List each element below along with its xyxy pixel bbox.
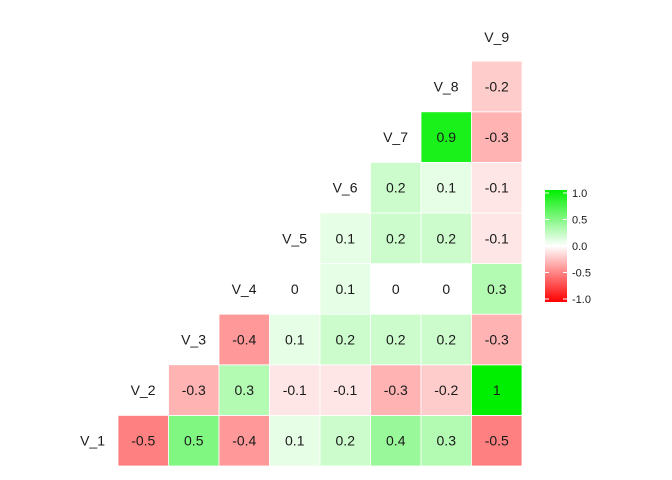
cell-value-label: -0.5 — [131, 433, 155, 449]
cell-value-label: 0.1 — [285, 332, 305, 348]
variable-labels: V_1 V_2 V_3 V_4 V_5 V_6 V_7 V_8 V_9 — [80, 29, 509, 449]
cell-value-label: 0.1 — [336, 230, 356, 246]
cell-value-label: 0.1 — [285, 433, 305, 449]
cell-value-label: -0.2 — [434, 382, 458, 398]
row-label-V_7: V_7 — [383, 129, 408, 145]
cell-value-label: -0.1 — [485, 180, 509, 196]
row-label-V_6: V_6 — [333, 180, 358, 196]
cell-V_1-V_9 — [471, 414, 523, 467]
cell-V_1-V_2 — [117, 414, 169, 467]
row-label-V_3: V_3 — [181, 332, 206, 348]
legend-tick-label: 0.0 — [572, 241, 587, 253]
cell-V_3-V_9 — [471, 313, 523, 366]
legend-ticks: 1.0 0.5 0.0 -0.5 -1.0 — [545, 188, 591, 306]
cell-V_4-V_5 — [269, 263, 321, 315]
legend-color-bar — [545, 190, 567, 302]
cell-value-label: 0.2 — [336, 433, 356, 449]
cell-V_1-V_7 — [370, 414, 422, 467]
cell-V_3-V_5 — [269, 313, 321, 366]
cell-V_1-V_5 — [269, 414, 321, 467]
color-legend: 1.0 0.5 0.0 -0.5 -1.0 — [545, 188, 591, 306]
row-label-V_9: V_9 — [484, 29, 509, 45]
cell-value-label: -0.4 — [232, 332, 256, 348]
legend-tick-label: 1.0 — [572, 188, 587, 200]
cell-V_3-V_6 — [319, 313, 371, 366]
cell-V_1-V_6 — [319, 414, 371, 467]
cell-value-label: 1 — [493, 382, 501, 398]
heatmap-cells: -0.5 0.5 -0.4 0.1 0.2 0.4 0.3 -0.5 -0.3 0.3 -0.1 -0… — [117, 60, 523, 467]
cell-V_2-V_9 — [471, 364, 523, 416]
cell-value-label: 0 — [291, 281, 299, 297]
cell-value-label: -0.3 — [384, 382, 408, 398]
cell-V_2-V_3 — [168, 364, 220, 416]
cell-value-label: 0.2 — [437, 230, 457, 246]
cell-value-label: 0.3 — [235, 382, 255, 398]
cell-value-label: 0.9 — [437, 129, 457, 145]
cell-V_5-V_7 — [370, 212, 422, 264]
cell-value-label: -0.1 — [333, 382, 357, 398]
cell-V_2-V_6 — [319, 364, 371, 416]
cell-value-label: -0.3 — [182, 382, 206, 398]
cell-V_6-V_7 — [370, 161, 422, 214]
cell-V_4-V_9 — [471, 263, 523, 315]
cell-V_5-V_8 — [420, 212, 472, 264]
cell-V_8-V_9 — [471, 60, 523, 113]
cell-V_2-V_4 — [218, 364, 270, 416]
cell-value-label: 0 — [392, 281, 400, 297]
cell-V_3-V_8 — [420, 313, 472, 366]
legend-tick-label: -1.0 — [572, 294, 591, 306]
cell-value-label: -0.1 — [485, 230, 509, 246]
cell-value-label: 0.3 — [437, 433, 457, 449]
cell-value-label: 0.2 — [386, 230, 406, 246]
row-label-V_2: V_2 — [131, 382, 156, 398]
cell-V_1-V_3 — [168, 414, 220, 467]
cell-value-label: 0.3 — [487, 281, 507, 297]
cell-V_3-V_4 — [218, 313, 270, 366]
legend-tick-label: 0.5 — [572, 215, 587, 227]
cell-value-label: 0.4 — [386, 433, 406, 449]
cell-value-label: 0.1 — [336, 281, 356, 297]
cell-value-label: 0.2 — [386, 180, 406, 196]
cell-value-label: -0.1 — [283, 382, 307, 398]
cell-value-label: -0.3 — [485, 332, 509, 348]
cell-V_5-V_6 — [319, 212, 371, 264]
cell-V_7-V_8 — [420, 111, 472, 163]
cell-value-label: 0 — [442, 281, 450, 297]
cell-value-label: 0.5 — [184, 433, 204, 449]
cell-value-label: 0.2 — [437, 332, 457, 348]
cell-value-label: -0.4 — [232, 433, 256, 449]
cell-value-label: -0.5 — [485, 433, 509, 449]
legend-tick-label: -0.5 — [572, 268, 591, 280]
row-label-V_5: V_5 — [282, 230, 307, 246]
row-label-V_4: V_4 — [232, 281, 257, 297]
cell-V_5-V_9 — [471, 212, 523, 264]
cell-V_3-V_7 — [370, 313, 422, 366]
cell-value-label: -0.2 — [485, 79, 509, 95]
cell-value-label: 0.2 — [386, 332, 406, 348]
cell-V_4-V_8 — [420, 263, 472, 315]
cell-V_1-V_8 — [420, 414, 472, 467]
cell-V_2-V_7 — [370, 364, 422, 416]
row-label-V_1: V_1 — [80, 433, 105, 449]
cell-V_7-V_9 — [471, 111, 523, 163]
cell-value-label: -0.3 — [485, 129, 509, 145]
cell-value-label: 0.2 — [336, 332, 356, 348]
cell-value-label: 0.1 — [437, 180, 457, 196]
row-label-V_8: V_8 — [434, 79, 459, 95]
cell-V_4-V_6 — [319, 263, 371, 315]
